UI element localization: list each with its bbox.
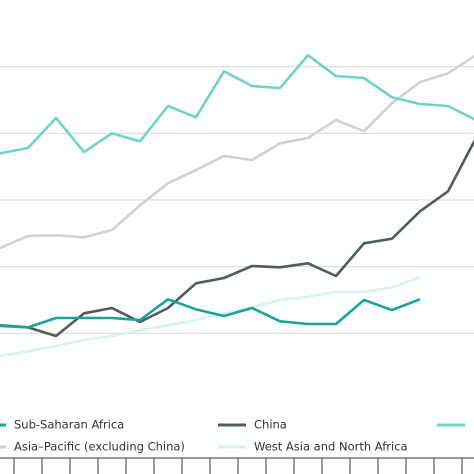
legend-label: China: [254, 418, 287, 432]
series-line: [0, 54, 474, 155]
legend-label: Asia–Pacific (excluding China): [14, 440, 185, 454]
legend-label: Sub-Saharan Africa: [14, 418, 124, 432]
series-line: [0, 298, 421, 329]
series-line: [0, 276, 421, 358]
legend-label: West Asia and North Africa: [254, 440, 408, 454]
series-line: [0, 55, 474, 250]
